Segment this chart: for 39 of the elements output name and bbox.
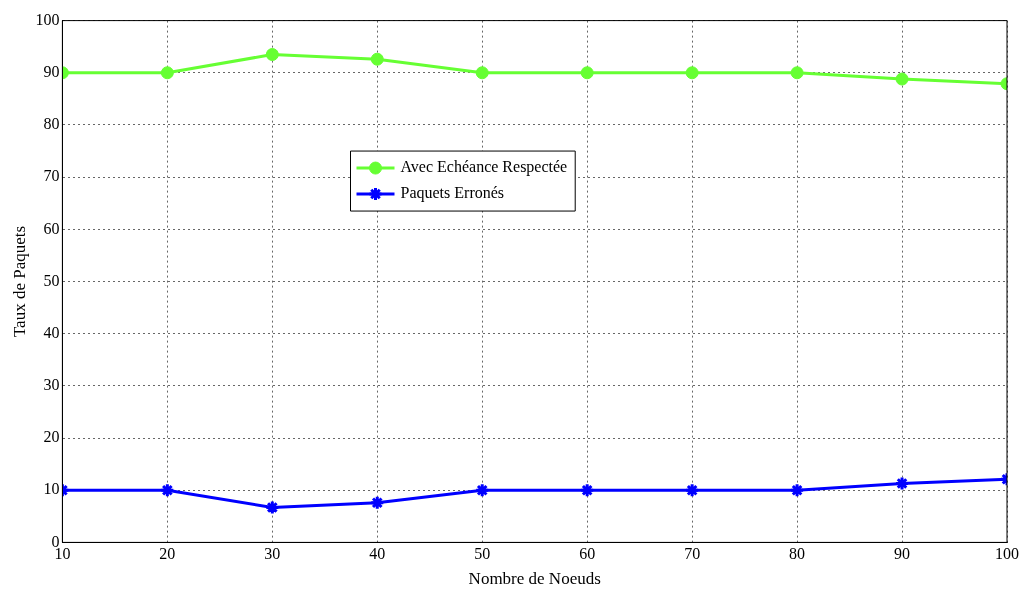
point xyxy=(264,499,280,515)
x-tick-label: 70 xyxy=(684,545,701,563)
point xyxy=(160,66,174,80)
x-tick-label: 90 xyxy=(894,545,911,563)
y-tick-label: 40 xyxy=(43,323,60,341)
x-tick-label: 30 xyxy=(264,545,281,563)
y-tick-label: 60 xyxy=(43,219,60,237)
x-tick-label: 80 xyxy=(789,545,806,563)
point xyxy=(579,482,595,498)
y-tick-label: 80 xyxy=(43,115,60,133)
x-tick-label: 40 xyxy=(369,545,386,563)
y-tick-label: 100 xyxy=(35,10,60,28)
x-tick-label: 100 xyxy=(995,545,1019,563)
x-tick-label: 20 xyxy=(159,545,176,563)
y-tick-label: 70 xyxy=(43,167,60,185)
point xyxy=(580,66,594,80)
point xyxy=(685,66,699,80)
legend-label: Paquets Erronés xyxy=(400,184,505,203)
point xyxy=(370,52,384,66)
point xyxy=(684,482,700,498)
point xyxy=(894,475,910,491)
x-tick-label: 60 xyxy=(579,545,596,563)
x-axis-title: Nombre de Noeuds xyxy=(468,569,601,589)
y-tick-label: 50 xyxy=(43,271,60,289)
y-tick-label: 20 xyxy=(43,428,60,446)
y-tick-label: 10 xyxy=(43,480,60,498)
legend-label: Avec Echéance Respectée xyxy=(400,158,568,177)
point xyxy=(790,66,804,80)
point xyxy=(265,48,279,62)
y-axis-title: Taux de Paquets xyxy=(9,225,29,338)
point xyxy=(474,482,490,498)
y-tick-label: 30 xyxy=(43,376,60,394)
x-tick-label: 50 xyxy=(474,545,491,563)
y-tick-label: 90 xyxy=(43,62,60,80)
point xyxy=(159,482,175,498)
point xyxy=(789,482,805,498)
point xyxy=(369,495,385,511)
point xyxy=(475,66,489,80)
point xyxy=(895,72,909,86)
